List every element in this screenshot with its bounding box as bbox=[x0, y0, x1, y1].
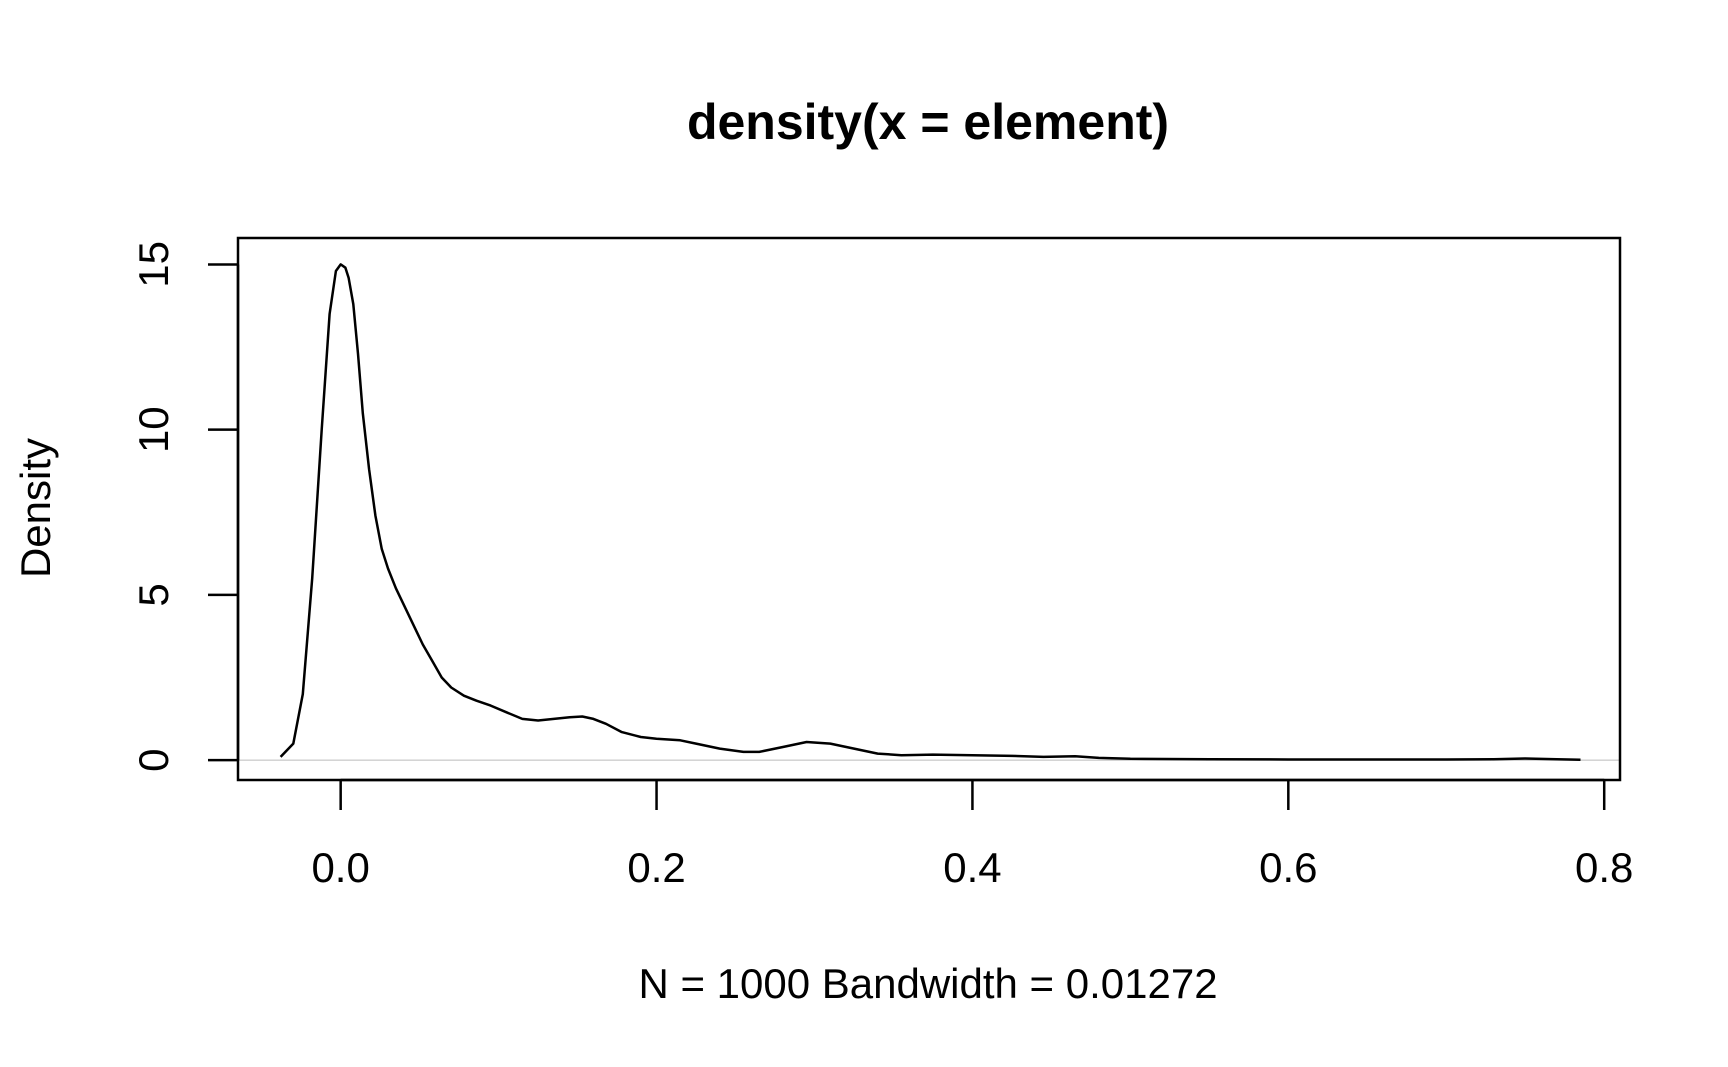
y-tick-label: 0 bbox=[130, 749, 177, 772]
y-tick-label: 10 bbox=[130, 406, 177, 453]
x-tick-label: 0.6 bbox=[1259, 844, 1317, 891]
x-tick-label: 0.8 bbox=[1575, 844, 1633, 891]
x-axis-label: N = 1000 Bandwidth = 0.01272 bbox=[638, 960, 1217, 1007]
x-axis: 0.0 0.2 0.4 0.6 0.8 bbox=[311, 778, 1633, 891]
x-tick-label: 0.4 bbox=[943, 844, 1001, 891]
density-curve bbox=[279, 263, 1581, 762]
y-tick-label: 5 bbox=[130, 583, 177, 606]
y-axis: 0 5 10 15 bbox=[130, 241, 240, 772]
x-tick-label: 0.2 bbox=[627, 844, 685, 891]
y-axis-label: Density bbox=[12, 438, 59, 578]
y-tick-label: 15 bbox=[130, 241, 177, 288]
x-tick-label: 0.0 bbox=[311, 844, 369, 891]
chart-title: density(x = element) bbox=[687, 94, 1169, 150]
